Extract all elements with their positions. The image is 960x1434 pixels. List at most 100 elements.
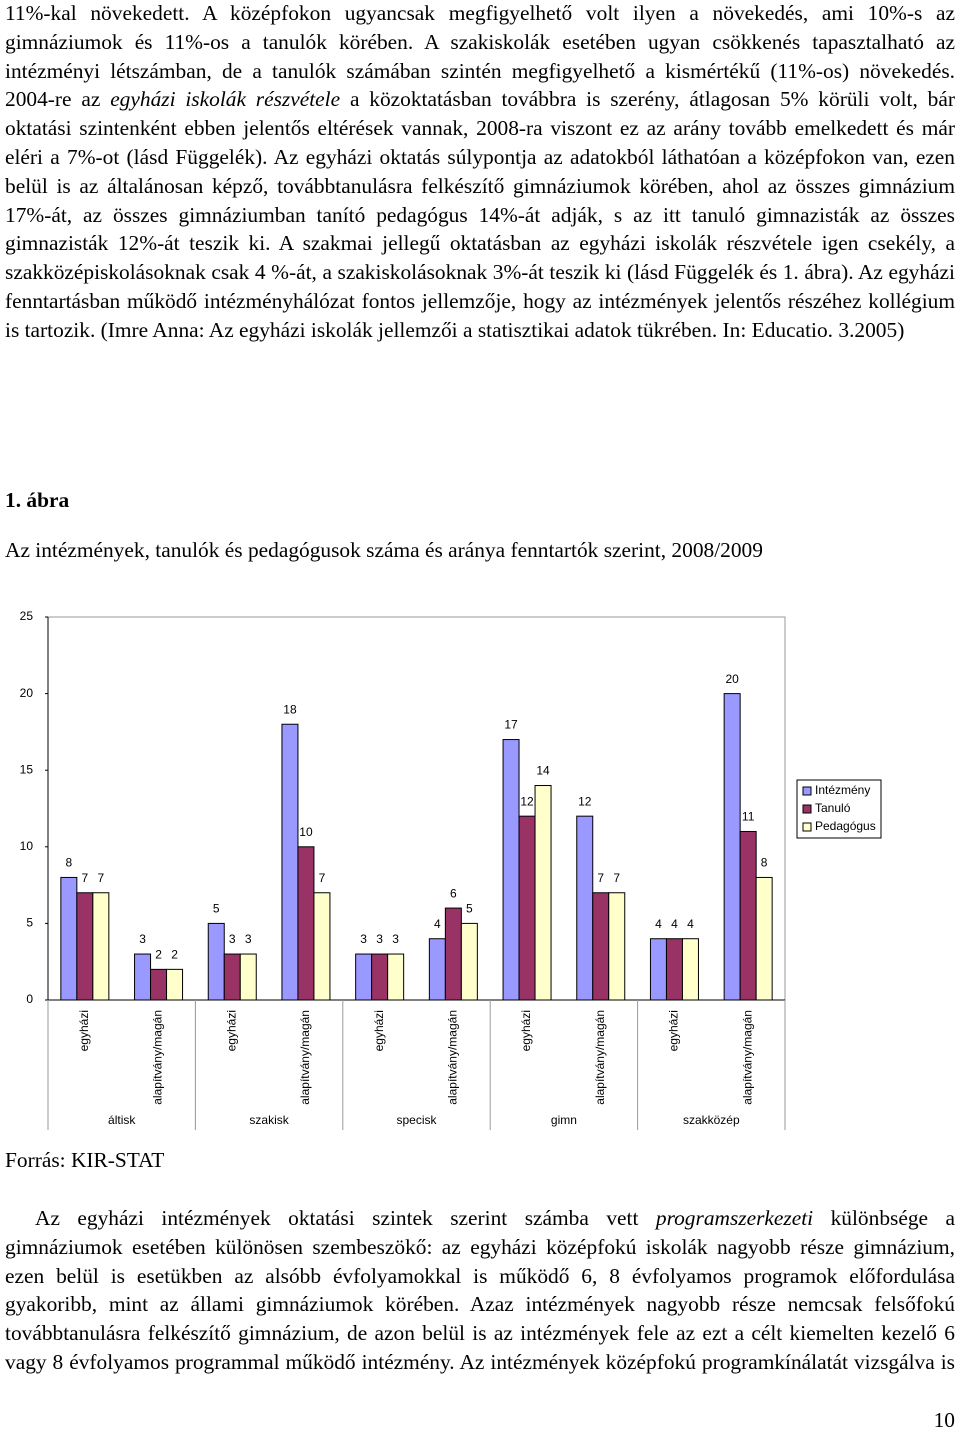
bar	[739, 830, 757, 1001]
bar	[223, 953, 241, 1001]
bar	[502, 739, 520, 1001]
bar	[297, 846, 315, 1001]
legend-swatch	[802, 804, 812, 814]
x-tick-label: egyházi	[224, 1010, 238, 1051]
bar	[428, 938, 446, 1001]
data-label: 4	[434, 917, 441, 931]
y-tick-label: 15	[20, 762, 34, 776]
x-tick-label: egyházi	[667, 1010, 681, 1051]
data-label: 11	[742, 810, 755, 824]
data-label: 12	[520, 794, 534, 808]
bar	[608, 892, 626, 1001]
bar	[355, 953, 373, 1001]
data-label: 4	[655, 917, 662, 931]
x-tick-label: egyházi	[77, 1010, 91, 1051]
legend-label: Pedagógus	[815, 819, 876, 833]
bar	[60, 876, 78, 1001]
data-label: 7	[613, 871, 620, 885]
data-label: 3	[245, 932, 252, 946]
text: a közoktatásban továbbra is szerény, átl…	[5, 87, 955, 342]
bar	[534, 785, 552, 1001]
x-tick-label: egyházi	[519, 1010, 533, 1051]
data-label: 17	[504, 718, 518, 732]
data-label: 18	[283, 702, 297, 716]
data-label: 6	[450, 886, 457, 900]
x-tick-label: alapítvány/magán	[298, 1010, 312, 1105]
bar	[665, 938, 683, 1001]
data-label: 7	[82, 871, 89, 885]
data-label: 4	[687, 917, 694, 931]
y-tick-label: 0	[26, 992, 33, 1006]
y-tick-label: 20	[20, 686, 34, 700]
bar	[166, 968, 184, 1001]
page-number: 10	[933, 1408, 955, 1432]
bar	[755, 876, 773, 1001]
group-label: specisk	[396, 1113, 437, 1127]
data-label: 10	[299, 825, 313, 839]
group-label: áltisk	[108, 1113, 136, 1127]
source: Forrás: KIR-STAT	[5, 1148, 165, 1172]
x-tick-label: alapítvány/magán	[740, 1010, 754, 1105]
data-label: 20	[725, 672, 739, 686]
group-label: szakközép	[683, 1113, 740, 1127]
data-label: 5	[466, 902, 473, 916]
bar	[592, 892, 610, 1001]
y-tick-label: 5	[26, 916, 33, 930]
y-tick-label: 25	[20, 609, 34, 623]
group-label: szakisk	[249, 1113, 289, 1127]
bar	[518, 815, 536, 1001]
bar	[92, 892, 110, 1001]
data-label: 3	[139, 932, 146, 946]
text: Az egyházi intézmények oktatási szintek …	[35, 1206, 656, 1230]
figure-label: 1. ábra	[5, 488, 70, 512]
x-tick-label: alapítvány/magán	[446, 1010, 460, 1105]
data-label: 2	[155, 948, 162, 962]
bar	[207, 922, 225, 1001]
text: különbsége a gimnáziumok esetében különö…	[5, 1206, 955, 1374]
y-tick-label: 10	[20, 839, 34, 853]
data-label: 7	[597, 871, 604, 885]
bar	[281, 723, 299, 1001]
legend-label: Intézmény	[815, 783, 870, 797]
bar	[150, 968, 168, 1001]
emphasis: egyházi iskolák részvétele	[110, 87, 341, 112]
emphasis: programszerkezeti	[655, 1206, 814, 1230]
data-label: 4	[671, 917, 678, 931]
data-label: 5	[213, 902, 220, 916]
bar	[723, 693, 741, 1001]
data-label: 8	[66, 856, 73, 870]
legend-label: Tanuló	[815, 801, 851, 815]
data-label: 3	[392, 932, 399, 946]
data-label: 2	[171, 948, 178, 962]
bar	[444, 907, 462, 1001]
group-label: gimn	[551, 1113, 577, 1127]
x-tick-label: alapítvány/magán	[151, 1010, 165, 1105]
data-label: 3	[360, 932, 367, 946]
data-label: 14	[536, 764, 550, 778]
bar	[460, 922, 478, 1001]
bar	[313, 892, 331, 1001]
bar	[371, 953, 389, 1001]
data-label: 7	[98, 871, 105, 885]
bar	[76, 892, 94, 1001]
data-label: 3	[376, 932, 383, 946]
x-tick-label: alapítvány/magán	[593, 1010, 607, 1105]
bar	[649, 938, 667, 1001]
bar	[134, 953, 152, 1001]
data-label: 8	[761, 856, 768, 870]
figure-caption: Az intézmények, tanulók és pedagógusok s…	[5, 538, 763, 562]
data-label: 3	[229, 932, 236, 946]
paragraph: 11%-kal növekedett. A középfokon ugyancs…	[5, 0, 955, 345]
legend-swatch	[802, 822, 812, 832]
bar	[576, 815, 594, 1001]
x-tick-label: egyházi	[372, 1010, 386, 1051]
paragraph: Az egyházi intézmények oktatási szintek …	[5, 1204, 955, 1377]
bar	[387, 953, 405, 1001]
data-label: 12	[578, 794, 592, 808]
data-label: 7	[319, 871, 326, 885]
legend-swatch	[802, 786, 812, 796]
bar	[681, 938, 699, 1001]
bar	[239, 953, 257, 1001]
